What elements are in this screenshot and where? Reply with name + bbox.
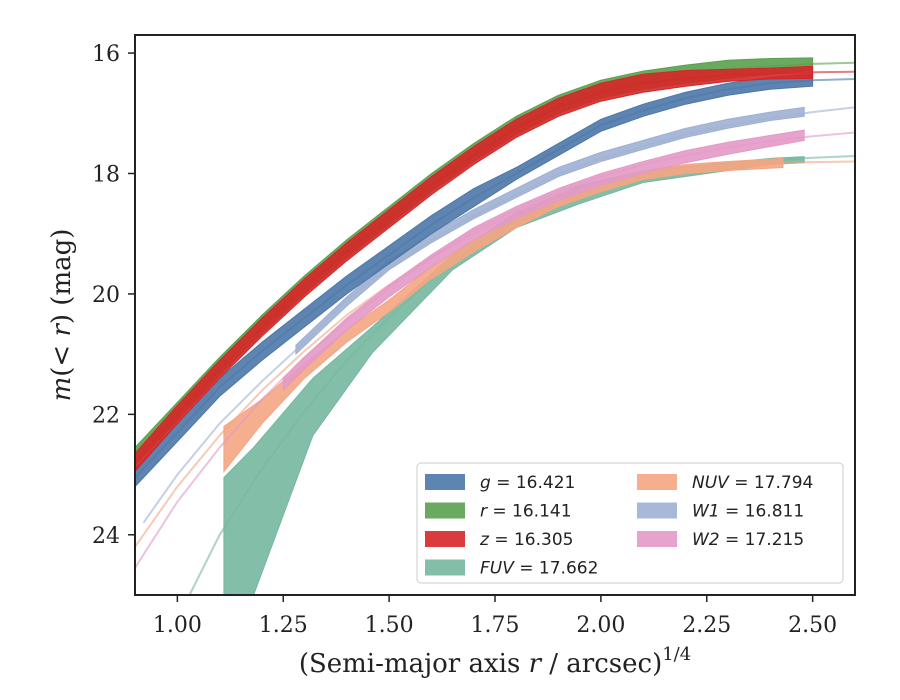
legend-swatch-g bbox=[425, 474, 465, 490]
x-axis-label: (Semi-major axis r / arcsec)1/4 bbox=[299, 644, 691, 679]
x-tick-label: 2.50 bbox=[788, 613, 837, 638]
y-tick-label: 20 bbox=[92, 283, 120, 308]
legend-swatch-r bbox=[425, 502, 465, 519]
series-band-w1 bbox=[295, 106, 805, 356]
legend-swatch-w2 bbox=[637, 531, 677, 547]
legend-swatch-nuv bbox=[637, 474, 677, 490]
legend-label-z: z = 16.305 bbox=[479, 530, 573, 550]
legend-label-fuv: FUV = 17.662 bbox=[480, 559, 598, 579]
x-axis: 1.00 1.25 1.50 1.75 2.00 2.25 2.50 bbox=[153, 595, 837, 638]
legend-swatch-z bbox=[425, 531, 465, 547]
legend-swatch-w1 bbox=[637, 502, 677, 519]
y-tick-label: 24 bbox=[92, 524, 120, 549]
legend-label-nuv: NUV = 17.794 bbox=[692, 473, 813, 493]
x-tick-label: 2.00 bbox=[576, 613, 625, 638]
legend: g = 16.421 r = 16.141 z = 16.305 FUV = 17.6… bbox=[416, 462, 844, 584]
x-tick-label: 1.50 bbox=[365, 613, 414, 638]
y-tick-label: 18 bbox=[92, 162, 120, 187]
legend-label-w1: W1 = 16.811 bbox=[692, 502, 804, 522]
legend-label-w2: W2 = 17.215 bbox=[692, 530, 804, 550]
y-axis-label: m(< r) (mag) bbox=[47, 229, 77, 402]
x-tick-label: 1.25 bbox=[259, 613, 308, 638]
legend-swatch-fuv bbox=[425, 559, 465, 576]
series-band-z bbox=[135, 65, 814, 473]
series-band-w2 bbox=[282, 129, 805, 392]
x-tick-label: 1.00 bbox=[153, 613, 202, 638]
y-axis: 16 18 20 22 24 bbox=[92, 42, 135, 549]
x-tick-label: 1.75 bbox=[471, 613, 520, 638]
legend-label-r: r = 16.141 bbox=[480, 502, 572, 522]
y-tick-label: 22 bbox=[92, 403, 120, 428]
legend-label-g: g = 16.421 bbox=[480, 473, 575, 493]
series-band-g bbox=[135, 73, 814, 488]
y-tick-label: 16 bbox=[92, 42, 120, 67]
legend-box bbox=[416, 462, 844, 584]
series-band-nuv bbox=[223, 157, 784, 474]
x-tick-label: 2.25 bbox=[682, 613, 731, 638]
plot-area bbox=[135, 57, 855, 595]
